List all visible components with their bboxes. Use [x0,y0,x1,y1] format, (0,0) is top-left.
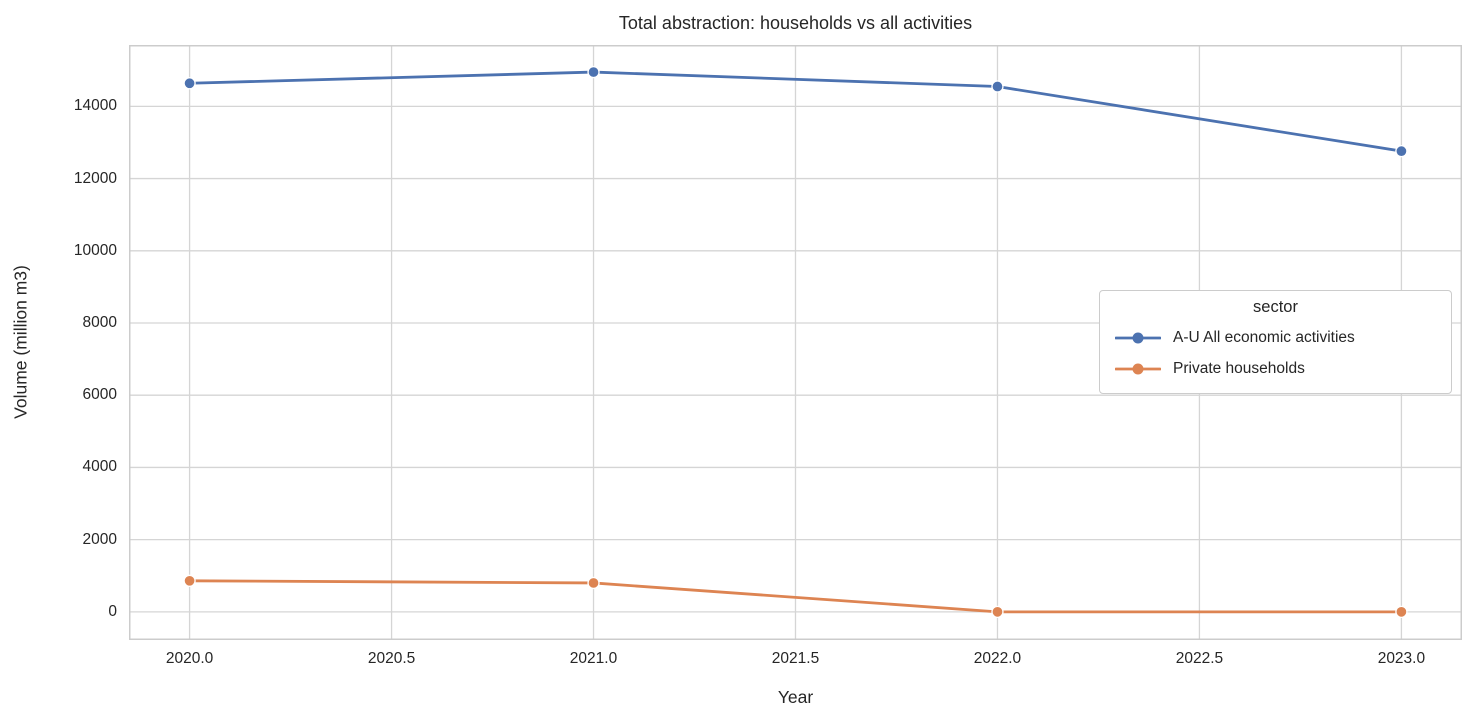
data-point-marker [1395,605,1408,618]
y-tick-label: 2000 [82,530,117,548]
x-tick-label: 2022.5 [1175,650,1224,667]
data-point-marker [587,65,600,79]
plot-border [129,45,1462,640]
data-point-marker [991,80,1004,93]
x-tick-label: 2023.0 [1377,650,1426,667]
chart-title: Total abstraction: households vs all act… [618,13,973,33]
legend-entry: A-U All economic activities [1110,322,1441,353]
series-line [188,70,1403,153]
data-point-marker [991,605,1004,618]
legend-entries: A-U All economic activities Private house… [1110,322,1441,384]
data-point-marker [1395,144,1408,158]
y-tick-label: 6000 [82,386,117,404]
y-tick-label: 12000 [73,169,117,187]
legend-marker-icon [1115,363,1161,374]
x-tick-label: 2020.5 [367,650,416,667]
y-tick-label: 0 [108,602,117,620]
data-point-marker [183,574,196,587]
y-tick-label: 10000 [73,241,117,259]
x-tick-label: 2021.0 [569,650,618,667]
legend-title: sector [1253,298,1298,316]
data-point-marker [183,77,196,90]
legend-entry-label: Private households [1173,359,1305,377]
x-tick-label: 2020.0 [165,650,214,667]
legend: sector A-U All economic activities Privat… [1099,290,1452,394]
y-tick-label: 14000 [73,97,117,115]
x-tick-label: 2021.5 [771,650,820,667]
data-point-marker [587,576,600,590]
x-tick-label: 2022.0 [973,650,1022,667]
series-line [188,579,1403,614]
legend-entry: Private households [1110,353,1441,384]
x-axis-label: Year [777,687,814,707]
legend-entry-label: A-U All economic activities [1173,328,1355,346]
y-tick-label: 4000 [82,458,117,476]
legend-marker-icon [1115,332,1161,343]
y-tick-label: 8000 [82,314,117,331]
